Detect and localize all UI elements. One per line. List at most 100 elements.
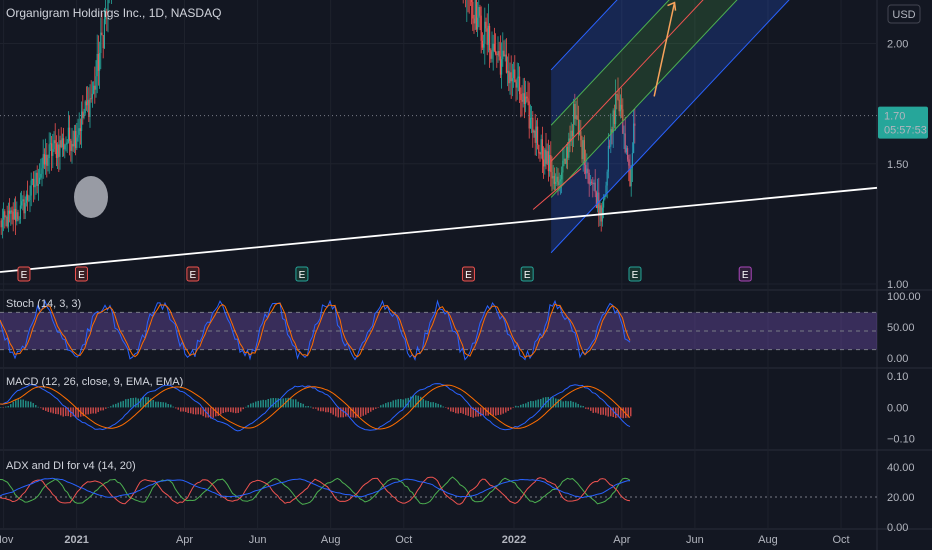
macd-histogram-bar bbox=[187, 407, 189, 414]
macd-histogram-bar bbox=[435, 402, 437, 408]
macd-histogram-bar bbox=[330, 407, 332, 414]
macd-histogram-bar bbox=[20, 399, 22, 408]
chart-title: Organigram Holdings Inc., 1D, NASDAQ bbox=[6, 6, 222, 20]
candle-body bbox=[95, 76, 97, 90]
macd-histogram-bar bbox=[227, 407, 229, 412]
candle-body bbox=[606, 171, 608, 186]
macd-histogram-bar bbox=[160, 401, 162, 408]
candle-body bbox=[490, 50, 492, 59]
time-axis-label: Aug bbox=[758, 534, 778, 546]
price-axis-label: 1.50 bbox=[887, 159, 908, 171]
candle-body bbox=[45, 154, 47, 165]
macd-histogram-bar bbox=[492, 407, 494, 416]
candle-body bbox=[57, 144, 59, 158]
macd-histogram-bar bbox=[42, 407, 44, 410]
candle-body bbox=[100, 32, 102, 53]
macd-histogram-bar bbox=[197, 407, 199, 415]
macd-histogram-bar bbox=[605, 407, 607, 416]
candle-body bbox=[520, 94, 522, 101]
macd-histogram-bar bbox=[167, 404, 169, 408]
candle-body bbox=[555, 181, 557, 184]
candle-body bbox=[502, 50, 504, 60]
candle-body bbox=[585, 165, 587, 174]
macd-histogram-bar bbox=[355, 407, 357, 418]
macd-histogram-bar bbox=[45, 407, 47, 411]
macd-histogram-bar bbox=[22, 399, 24, 408]
stoch-axis-label: 50.00 bbox=[887, 322, 915, 334]
candle-body bbox=[72, 143, 74, 147]
highlight-ellipse bbox=[74, 176, 108, 218]
candle-body bbox=[93, 85, 95, 94]
candle-body bbox=[485, 21, 487, 29]
candle-body bbox=[525, 96, 527, 105]
candle-body bbox=[588, 173, 590, 185]
macd-histogram-bar bbox=[312, 407, 314, 409]
candle-body bbox=[517, 76, 519, 78]
candle-body bbox=[106, 11, 108, 13]
macd-histogram-bar bbox=[270, 398, 272, 408]
macd-histogram-bar bbox=[485, 407, 487, 416]
candle-body bbox=[478, 7, 480, 18]
macd-histogram-bar bbox=[295, 399, 297, 408]
macd-histogram-bar bbox=[337, 407, 339, 418]
macd-histogram-bar bbox=[145, 397, 147, 408]
macd-histogram-bar bbox=[515, 405, 517, 408]
earnings-badge-label: E bbox=[742, 270, 749, 281]
macd-histogram-bar bbox=[207, 407, 209, 418]
candle-body bbox=[516, 77, 518, 88]
macd-histogram-bar bbox=[490, 407, 492, 415]
earnings-badge bbox=[461, 266, 475, 282]
macd-histogram-bar bbox=[622, 407, 624, 419]
candle-body bbox=[479, 7, 481, 16]
macd-histogram-bar bbox=[410, 396, 412, 408]
candle-body bbox=[558, 181, 560, 186]
candle-body bbox=[0, 220, 2, 228]
macd-histogram-bar bbox=[47, 407, 49, 412]
macd-histogram-bar bbox=[317, 407, 319, 411]
macd-histogram-bar bbox=[180, 407, 182, 412]
macd-histogram-bar bbox=[280, 398, 282, 408]
macd-histogram-bar bbox=[230, 407, 232, 413]
macd-histogram-bar bbox=[72, 407, 74, 417]
candle-body bbox=[102, 35, 104, 49]
macd-histogram-bar bbox=[402, 399, 404, 408]
candle-body bbox=[473, 18, 475, 24]
macd-axis-label: 0.10 bbox=[887, 371, 908, 383]
macd-histogram-bar bbox=[590, 407, 592, 411]
candle-body bbox=[48, 144, 50, 159]
candle-body bbox=[73, 131, 75, 147]
macd-histogram-bar bbox=[525, 403, 527, 408]
candle-body bbox=[505, 54, 507, 73]
macd-histogram-bar bbox=[580, 405, 582, 408]
candle-body bbox=[71, 143, 73, 151]
macd-histogram-bar bbox=[17, 399, 19, 408]
macd-histogram-bar bbox=[132, 397, 134, 408]
candle-body bbox=[64, 145, 66, 150]
macd-histogram-bar bbox=[77, 407, 79, 418]
macd-histogram-bar bbox=[362, 407, 364, 416]
candle-body bbox=[595, 192, 597, 209]
macd-histogram-bar bbox=[252, 402, 254, 408]
macd-histogram-bar bbox=[215, 407, 217, 417]
macd-histogram-bar bbox=[205, 407, 207, 418]
candle-body bbox=[11, 210, 13, 212]
macd-histogram-bar bbox=[75, 407, 77, 418]
macd-histogram-bar bbox=[340, 407, 342, 418]
macd-histogram-bar bbox=[432, 402, 434, 408]
macd-histogram-bar bbox=[625, 407, 627, 418]
macd-histogram-bar bbox=[357, 407, 359, 418]
macd-histogram-bar bbox=[342, 407, 344, 418]
candle-body bbox=[66, 142, 68, 144]
macd-histogram-bar bbox=[287, 397, 289, 408]
candle-body bbox=[16, 212, 18, 222]
macd-histogram-bar bbox=[602, 407, 604, 415]
candle-body bbox=[624, 133, 626, 153]
time-axis-label: Oct bbox=[832, 534, 849, 546]
candle-body bbox=[36, 172, 38, 186]
candle-body bbox=[605, 185, 607, 197]
macd-histogram-bar bbox=[10, 404, 12, 408]
candle-body bbox=[84, 101, 86, 114]
candle-body bbox=[477, 17, 479, 30]
macd-histogram-bar bbox=[157, 401, 159, 408]
